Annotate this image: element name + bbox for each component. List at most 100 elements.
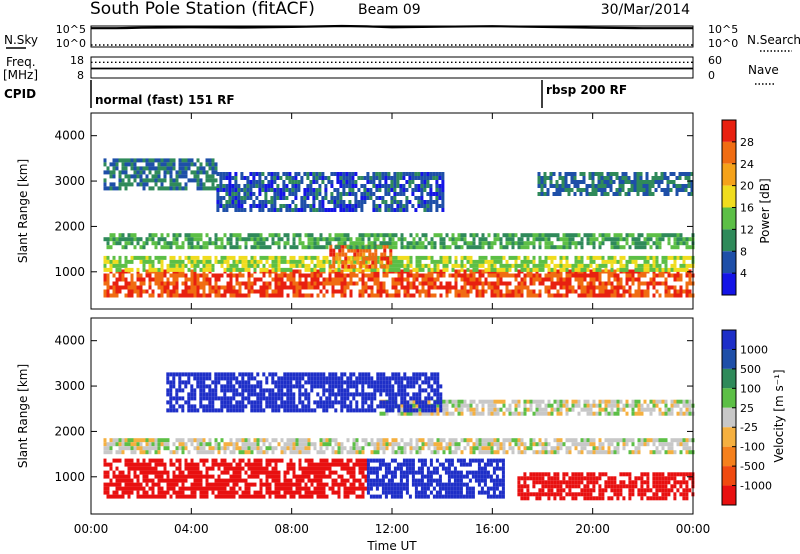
heatmap-cell bbox=[634, 259, 638, 264]
heatmap-cell bbox=[348, 200, 352, 204]
heatmap-cell bbox=[112, 158, 116, 163]
heatmap-cell bbox=[187, 166, 191, 171]
heatmap-cell bbox=[318, 200, 322, 204]
heatmap-cell bbox=[127, 494, 131, 499]
heatmap-cell bbox=[232, 486, 236, 491]
heatmap-cell bbox=[583, 488, 587, 493]
heatmap-cell bbox=[106, 474, 110, 479]
heatmap-cell bbox=[390, 482, 394, 487]
heatmap-cell bbox=[642, 188, 646, 192]
heatmap-cell bbox=[439, 438, 443, 443]
heatmap-cell bbox=[253, 482, 257, 487]
heatmap-cell bbox=[259, 245, 263, 250]
freq-left-tick-top: 18 bbox=[70, 54, 84, 67]
heatmap-cell bbox=[354, 180, 358, 184]
heatmap-cell bbox=[483, 478, 487, 483]
heatmap-cell bbox=[157, 293, 161, 298]
heatmap-cell bbox=[187, 255, 191, 260]
heatmap-cell bbox=[294, 208, 298, 212]
heatmap-cell bbox=[133, 474, 137, 479]
heatmap-cell bbox=[382, 267, 386, 272]
heatmap-cell bbox=[352, 486, 356, 491]
heatmap-cell bbox=[322, 466, 326, 471]
heatmap-cell bbox=[660, 176, 664, 180]
heatmap-cell bbox=[390, 474, 394, 479]
heatmap-cell bbox=[589, 277, 593, 282]
heatmap-cell bbox=[301, 470, 305, 475]
heatmap-cell bbox=[361, 458, 365, 463]
heatmap-cell bbox=[358, 478, 362, 483]
heatmap-cell bbox=[223, 450, 227, 455]
heatmap-cell bbox=[589, 259, 593, 264]
heatmap-cell bbox=[556, 476, 560, 481]
heatmap-cell bbox=[366, 466, 370, 471]
heatmap-cell bbox=[550, 259, 554, 264]
heatmap-cell bbox=[175, 259, 179, 264]
heatmap-cell bbox=[313, 255, 317, 260]
heatmap-cell bbox=[690, 192, 694, 196]
heatmap-cell bbox=[529, 446, 533, 451]
heatmap-cell bbox=[346, 486, 350, 491]
heatmap-cell bbox=[372, 180, 376, 184]
heatmap-cell bbox=[366, 474, 370, 479]
heatmap-cell bbox=[249, 172, 253, 176]
heatmap-cell bbox=[601, 255, 605, 260]
heatmap-cell bbox=[187, 241, 191, 246]
heatmap-cell bbox=[325, 466, 329, 471]
heatmap-cell bbox=[655, 259, 659, 264]
heatmap-cell bbox=[279, 192, 283, 196]
heatmap-cell bbox=[447, 482, 451, 487]
heatmap-cell bbox=[109, 478, 113, 483]
heatmap-cell bbox=[175, 267, 179, 272]
heatmap-cell bbox=[334, 273, 338, 278]
heatmap-cell bbox=[580, 259, 584, 264]
heatmap-cell bbox=[628, 277, 632, 282]
heatmap-cell bbox=[300, 180, 304, 184]
heatmap-cell bbox=[649, 488, 653, 493]
heatmap-cell bbox=[496, 293, 500, 298]
heatmap-cell bbox=[445, 255, 449, 260]
heatmap-cell bbox=[673, 237, 677, 242]
heatmap-cell bbox=[145, 259, 149, 264]
heatmap-cell bbox=[517, 450, 521, 455]
heatmap-cell bbox=[586, 241, 590, 246]
heatmap-cell bbox=[652, 496, 656, 501]
heatmap-cell bbox=[259, 233, 263, 238]
heatmap-cell bbox=[136, 490, 140, 495]
heatmap-cell bbox=[613, 269, 617, 274]
heatmap-cell bbox=[220, 486, 224, 491]
heatmap-cell bbox=[667, 255, 671, 260]
heatmap-cell bbox=[133, 462, 137, 467]
heatmap-cell bbox=[315, 208, 319, 212]
heatmap-cell bbox=[216, 184, 220, 188]
heatmap-cell bbox=[313, 490, 317, 495]
heatmap-cell bbox=[628, 273, 632, 278]
heatmap-cell bbox=[568, 269, 572, 274]
heatmap-cell bbox=[343, 241, 347, 246]
heatmap-cell bbox=[109, 450, 113, 455]
heatmap-cell bbox=[565, 285, 569, 290]
heatmap-cell bbox=[277, 482, 281, 487]
heatmap-cell bbox=[390, 458, 394, 463]
heatmap-cell bbox=[400, 285, 404, 290]
heatmap-cell bbox=[322, 474, 326, 479]
heatmap-cell bbox=[402, 462, 406, 467]
heatmap-cell bbox=[196, 442, 200, 447]
heatmap-cell bbox=[358, 486, 362, 491]
heatmap-cell bbox=[133, 466, 137, 471]
heatmap-cell bbox=[423, 172, 427, 176]
heatmap-cell bbox=[322, 237, 326, 242]
heatmap-cell bbox=[124, 158, 128, 163]
heatmap-cell bbox=[331, 269, 335, 274]
heatmap-cell bbox=[365, 264, 369, 269]
heatmap-cell bbox=[529, 281, 533, 286]
heatmap-cell bbox=[124, 285, 128, 290]
heatmap-cell bbox=[112, 233, 116, 238]
heatmap-cell bbox=[379, 281, 383, 286]
heatmap-cell bbox=[451, 442, 455, 447]
heatmap-cell bbox=[601, 285, 605, 290]
heatmap-cell bbox=[532, 438, 536, 443]
heatmap-cell bbox=[163, 490, 167, 495]
heatmap-cell bbox=[289, 490, 293, 495]
heatmap-cell bbox=[556, 484, 560, 489]
